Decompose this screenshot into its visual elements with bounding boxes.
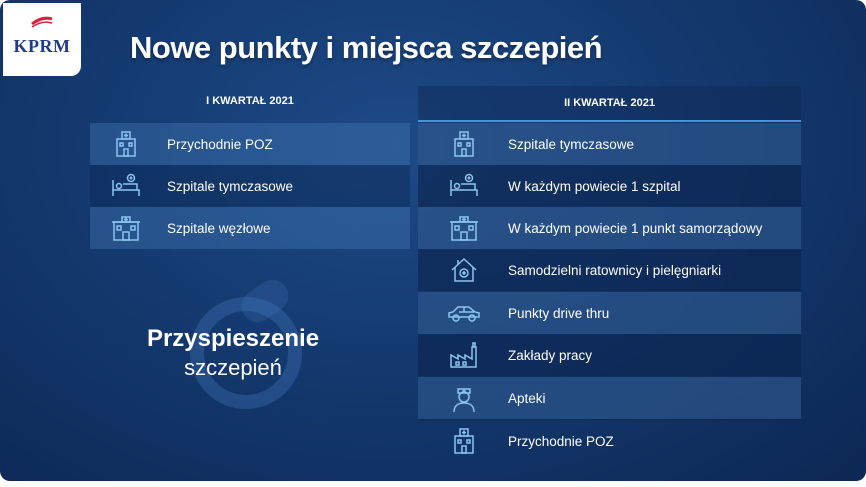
list-item: Szpitale tymczasowe bbox=[90, 165, 410, 207]
clinic-icon bbox=[108, 129, 144, 159]
hospital-bed-icon bbox=[446, 171, 482, 201]
list-item: Szpitale węzłowe bbox=[90, 207, 410, 249]
list-item-label: Przychodnie POZ bbox=[167, 136, 273, 152]
list-item: Szpitale tymczasowe bbox=[418, 123, 801, 165]
list-item: Punkty drive thru bbox=[418, 292, 801, 334]
list-item-label: Punkty drive thru bbox=[508, 305, 610, 321]
clinic-icon bbox=[446, 129, 482, 159]
hospital-building-icon bbox=[446, 213, 482, 243]
page-title: Nowe punkty i miejsca szczepień bbox=[130, 30, 603, 65]
list-item: Apteki bbox=[418, 377, 801, 419]
clinic-icon bbox=[446, 426, 482, 456]
left-column-header: I KWARTAŁ 2021 bbox=[206, 95, 294, 107]
pharmacist-icon bbox=[446, 383, 482, 413]
list-item-label: Szpitale tymczasowe bbox=[167, 178, 294, 194]
list-item-label: Samodzielni ratownicy i pielęgniarki bbox=[508, 262, 722, 278]
factory-icon bbox=[446, 340, 482, 370]
list-item-label: W każdym powiecie 1 punkt samorządowy bbox=[508, 220, 763, 236]
flag-icon bbox=[31, 16, 53, 28]
right-column-divider bbox=[418, 120, 801, 122]
list-item: Przychodnie POZ bbox=[418, 420, 801, 462]
list-item-label: Apteki bbox=[508, 390, 546, 406]
list-item: Zakłady pracy bbox=[418, 334, 801, 376]
list-item-label: W każdym powiecie 1 szpital bbox=[508, 178, 681, 194]
list-item: W każdym powiecie 1 punkt samorządowy bbox=[418, 207, 801, 249]
hospital-bed-icon bbox=[108, 171, 144, 201]
list-item-label: Przychodnie POZ bbox=[508, 433, 614, 449]
list-item-label: Szpitale tymczasowe bbox=[508, 136, 635, 152]
campaign-title-line2: szczepień bbox=[184, 355, 282, 380]
list-item-label: Zakłady pracy bbox=[508, 347, 593, 363]
kprm-logo: KPRM bbox=[3, 3, 81, 76]
campaign-title-line1: Przyspieszenie bbox=[146, 325, 320, 352]
list-item-label: Szpitale węzłowe bbox=[167, 220, 271, 236]
list-item: Przychodnie POZ bbox=[90, 123, 410, 165]
right-column-header: II KWARTAŁ 2021 bbox=[564, 97, 655, 109]
logo-text: KPRM bbox=[13, 36, 71, 56]
house-medical-icon bbox=[446, 255, 482, 285]
list-item: W każdym powiecie 1 szpital bbox=[418, 165, 801, 207]
right-column-panel bbox=[418, 86, 801, 421]
car-icon bbox=[446, 298, 482, 328]
hospital-building-icon bbox=[108, 213, 144, 243]
list-item: Samodzielni ratownicy i pielęgniarki bbox=[418, 249, 801, 291]
